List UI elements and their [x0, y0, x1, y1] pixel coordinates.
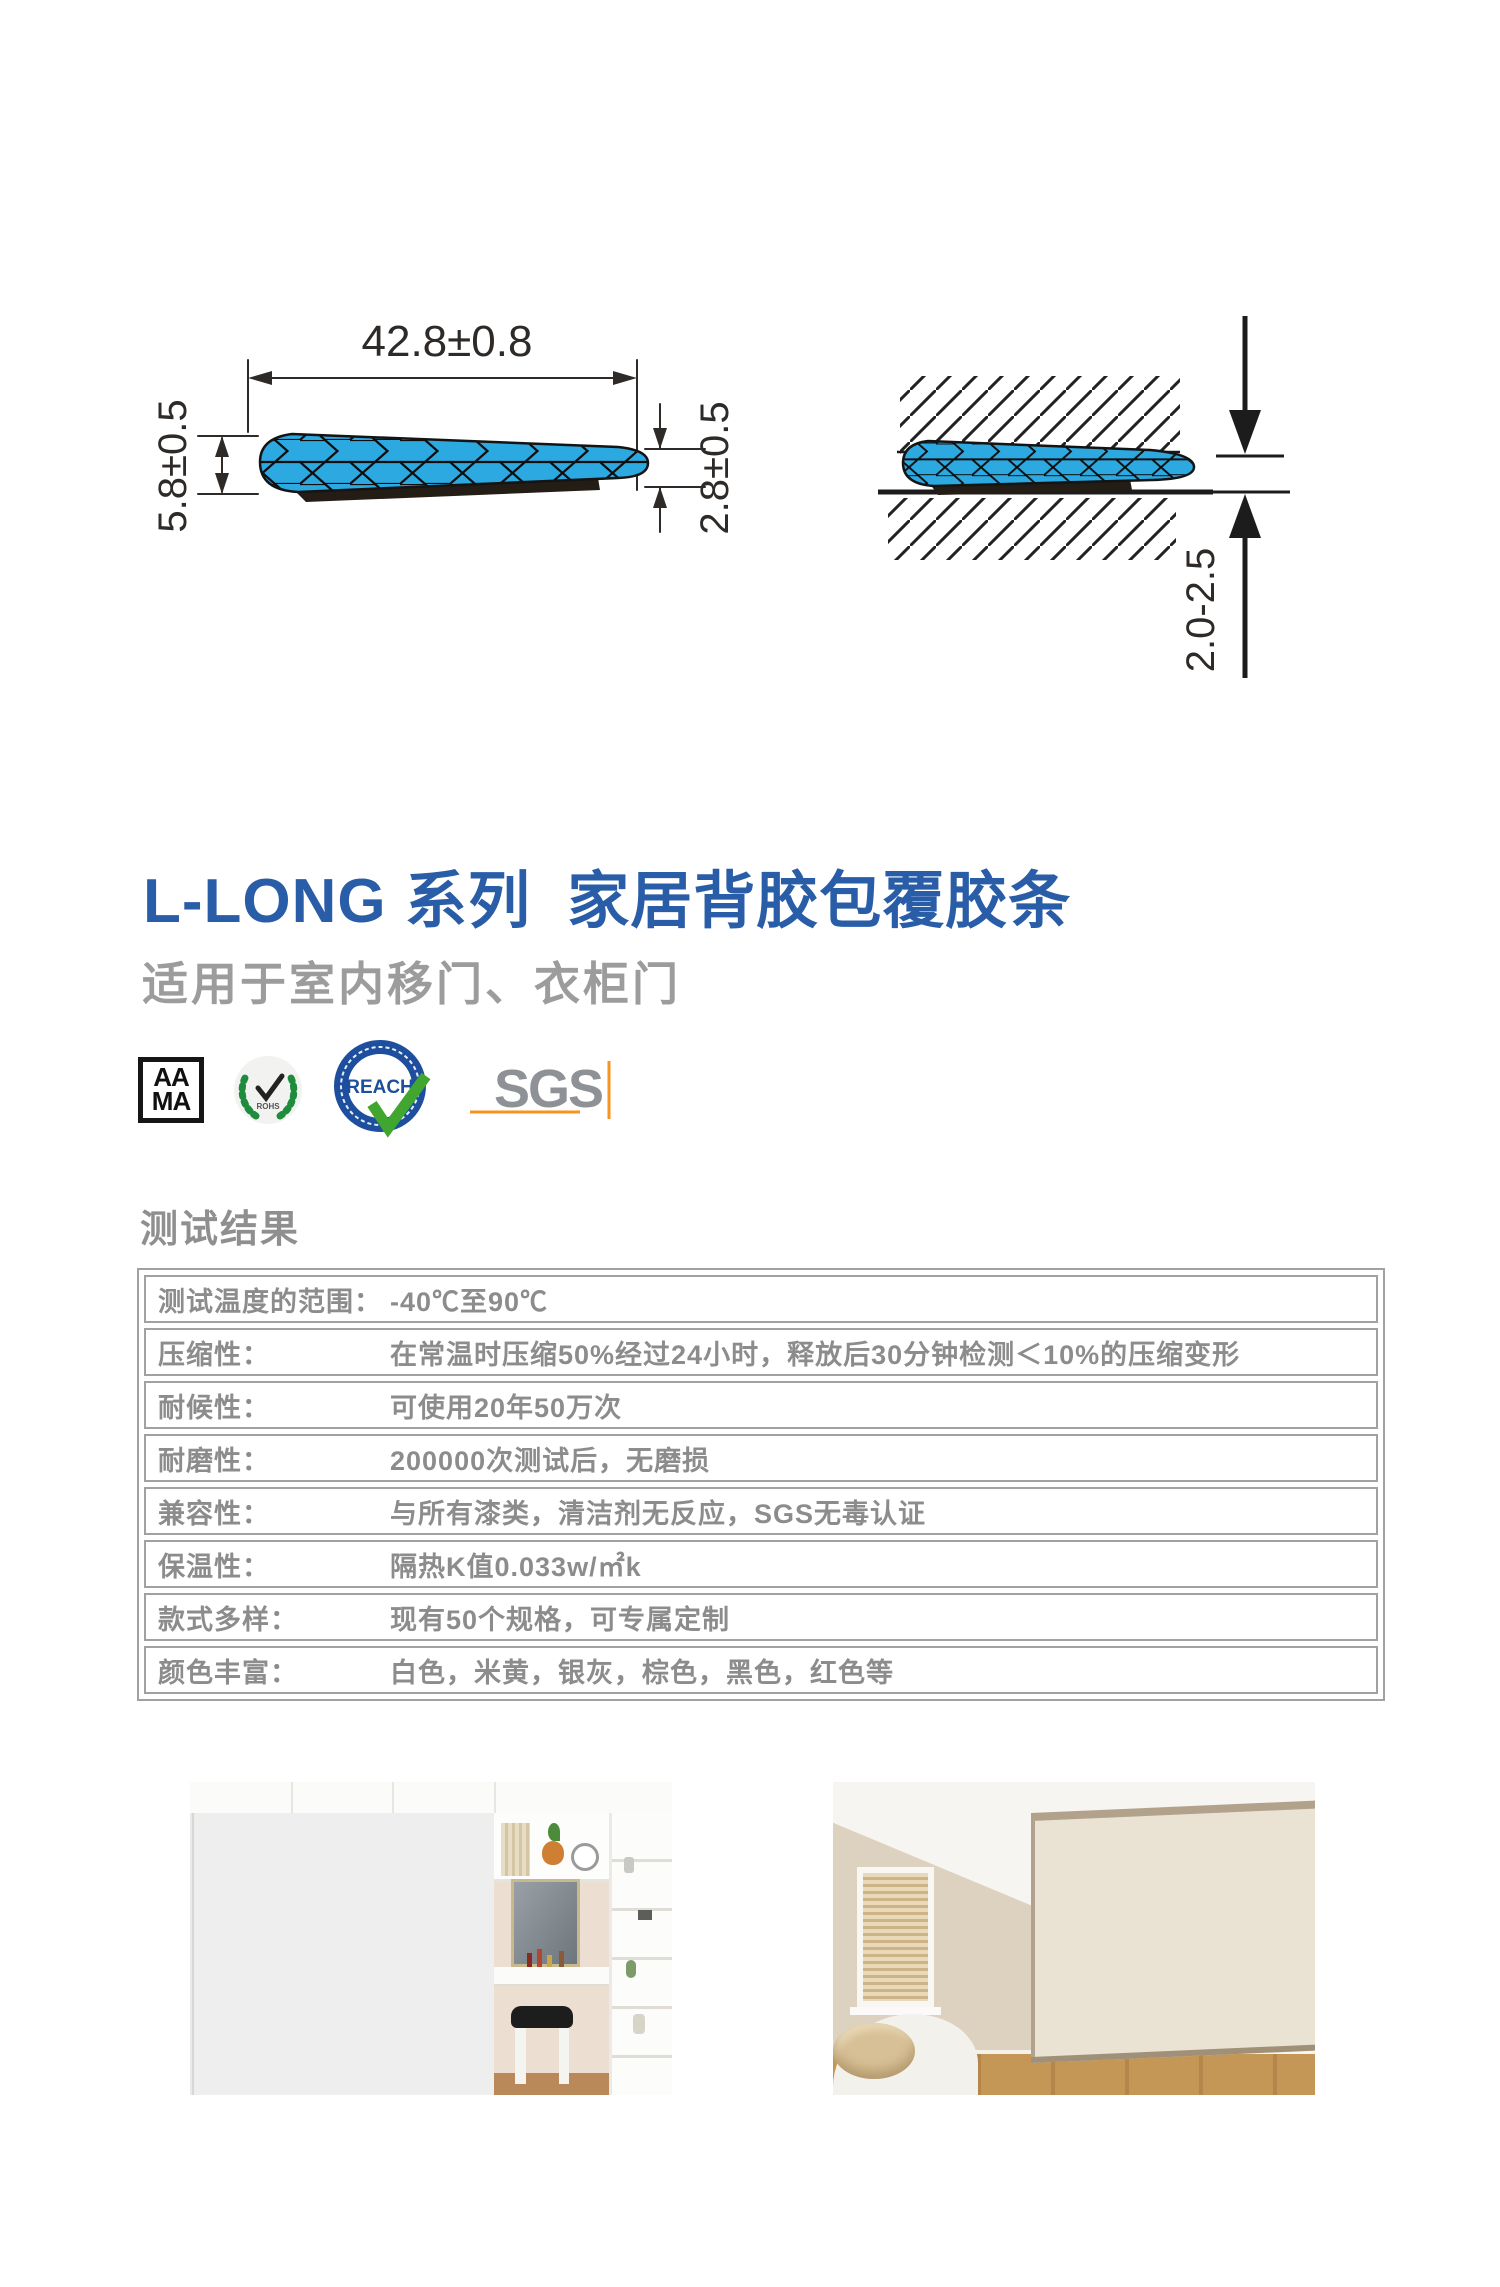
sgs-certification-icon: SGS — [470, 1059, 611, 1119]
vase — [541, 1841, 564, 1866]
stool — [510, 2005, 574, 2028]
table-row: 款式多样： 现有50个规格，可专属定制 — [144, 1593, 1378, 1641]
table-row: 测试温度的范围： -40℃至90℃ — [144, 1275, 1378, 1323]
row-value: 在常温时压缩50%经过24小时，释放后30分钟检测＜10%的压缩变形 — [390, 1339, 1241, 1370]
clock — [570, 1843, 599, 1872]
table-row: 兼容性： 与所有漆类，清洁剂无反应，SGS无毒认证 — [144, 1487, 1378, 1535]
books — [500, 1822, 530, 1876]
decor-item — [623, 1857, 634, 1874]
rohs-certification-icon: ROHS — [234, 1056, 302, 1124]
sliding-glass-doors — [1030, 1800, 1315, 2064]
install-gap-dimension-label: 2.0-2.5 — [1179, 548, 1223, 673]
decor-item — [638, 1910, 653, 1921]
row-label: 颜色丰富： — [158, 1657, 298, 1688]
side-shelf-column — [609, 1813, 672, 2095]
row-value: 与所有漆类，清洁剂无反应，SGS无毒认证 — [390, 1498, 927, 1529]
page-title: L-LONG 系列 家居背胶包覆胶条 — [143, 867, 1072, 936]
edge-thickness-dimension-label: 2.8±0.5 — [693, 401, 737, 534]
window-blinds — [857, 1866, 935, 2008]
row-label: 测试温度的范围： — [158, 1286, 382, 1317]
row-label: 兼容性： — [158, 1498, 270, 1529]
row-value: 可使用20年50万次 — [390, 1392, 623, 1423]
technical-drawing: 42.8±0.8 5.8±0.5 2.8±0.5 — [151, 316, 1290, 678]
row-value: -40℃至90℃ — [390, 1286, 549, 1317]
svg-text:REACH: REACH — [346, 1077, 414, 1098]
fur-throw — [833, 2023, 915, 2080]
photo-sliding-door-bedroom — [833, 1782, 1315, 2095]
decor-item — [633, 2013, 646, 2034]
window-sill — [849, 2007, 942, 2016]
page-subtitle: 适用于室内移门、衣柜门 — [142, 958, 681, 1010]
decor-item — [626, 1960, 637, 1979]
table-row: 颜色丰富： 白色，米黄，银灰，棕色，黑色，红色等 — [144, 1646, 1378, 1694]
row-value: 白色，米黄，银灰，棕色，黑色，红色等 — [390, 1657, 894, 1688]
table-row: 耐磨性： 200000次测试后，无磨损 — [144, 1434, 1378, 1482]
row-label: 款式多样： — [158, 1604, 298, 1635]
strip-free-view: 42.8±0.8 5.8±0.5 2.8±0.5 — [151, 317, 737, 535]
strip-installed-view: 2.0-2.5 — [878, 316, 1290, 678]
wardrobe-top-cabinet — [190, 1782, 672, 1815]
dressing-desk — [493, 1966, 612, 1986]
reach-certification-icon: REACH — [334, 1040, 431, 1138]
dressing-mirror — [510, 1879, 581, 1967]
results-section-heading: 测试结果 — [140, 1209, 301, 1251]
photo-louvered-wardrobe — [190, 1782, 672, 2095]
svg-text:ROHS: ROHS — [256, 1102, 280, 1111]
plant — [547, 1822, 560, 1841]
svg-text:SGS: SGS — [494, 1059, 602, 1119]
table-row: 压缩性： 在常温时压缩50%经过24小时，释放后30分钟检测＜10%的压缩变形 — [144, 1328, 1378, 1376]
thickness-dimension-label: 5.8±0.5 — [151, 399, 195, 532]
test-results-table: 测试温度的范围： -40℃至90℃ 压缩性： 在常温时压缩50%经过24小时，释… — [137, 1268, 1385, 1701]
row-label: 耐候性： — [158, 1392, 270, 1423]
aama-certification-icon: AA MA — [138, 1057, 204, 1123]
row-label: 耐磨性： — [158, 1445, 270, 1476]
table-row: 耐候性： 可使用20年50万次 — [144, 1381, 1378, 1429]
louvered-doors — [190, 1813, 494, 2095]
row-label: 压缩性： — [158, 1339, 270, 1370]
row-value: 隔热K值0.033w/㎡k — [390, 1551, 642, 1582]
cosmetic-bottle — [527, 1952, 533, 1967]
row-label: 保温性： — [158, 1551, 270, 1582]
row-value: 现有50个规格，可专属定制 — [390, 1604, 731, 1635]
row-value: 200000次测试后，无磨损 — [390, 1445, 711, 1476]
certification-logos: AA MA ROHS REACH SGS — [138, 1038, 620, 1142]
table-row: 保温性： 隔热K值0.033w/㎡k — [144, 1540, 1378, 1588]
width-dimension-label: 42.8±0.8 — [362, 317, 533, 366]
